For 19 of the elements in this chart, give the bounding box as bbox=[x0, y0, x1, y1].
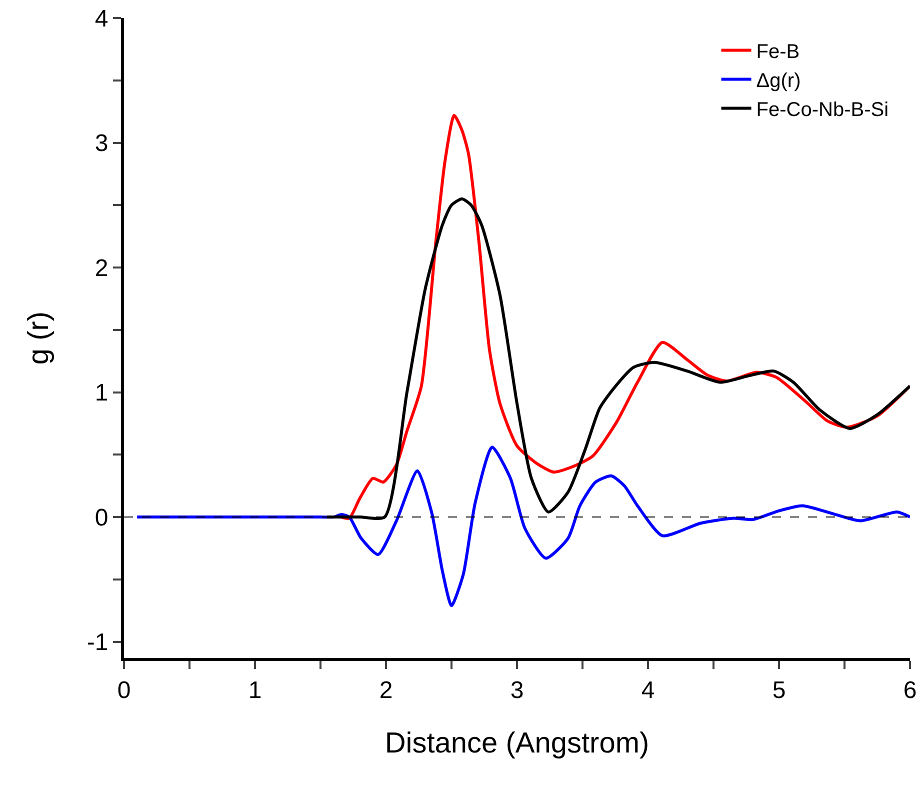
y-tick-label: 3 bbox=[94, 130, 108, 158]
x-tick-label: 1 bbox=[248, 676, 262, 704]
x-tick-label: 6 bbox=[903, 676, 917, 704]
y-tick-label: -1 bbox=[86, 629, 108, 656]
legend-label: Fe-B bbox=[756, 41, 800, 64]
x-tick-label: 2 bbox=[379, 676, 393, 704]
y-tick-label: 0 bbox=[94, 504, 108, 532]
x-tick-label: 5 bbox=[772, 676, 786, 704]
x-tick-label: 0 bbox=[117, 676, 131, 704]
legend-label: Δg(r) bbox=[756, 70, 801, 92]
x-axis-title: Distance (Angstrom) bbox=[384, 728, 650, 760]
y-axis-title: g (r) bbox=[23, 311, 56, 365]
y-tick-label: 2 bbox=[94, 254, 108, 282]
x-tick-label: 4 bbox=[641, 676, 655, 704]
y-tick-label: 4 bbox=[94, 5, 108, 32]
y-tick-label: 1 bbox=[94, 380, 108, 407]
x-tick-label: 3 bbox=[510, 676, 524, 704]
line-series bbox=[136, 446, 910, 608]
legend-label: Fe-Co-Nb-B-Si bbox=[756, 99, 889, 122]
